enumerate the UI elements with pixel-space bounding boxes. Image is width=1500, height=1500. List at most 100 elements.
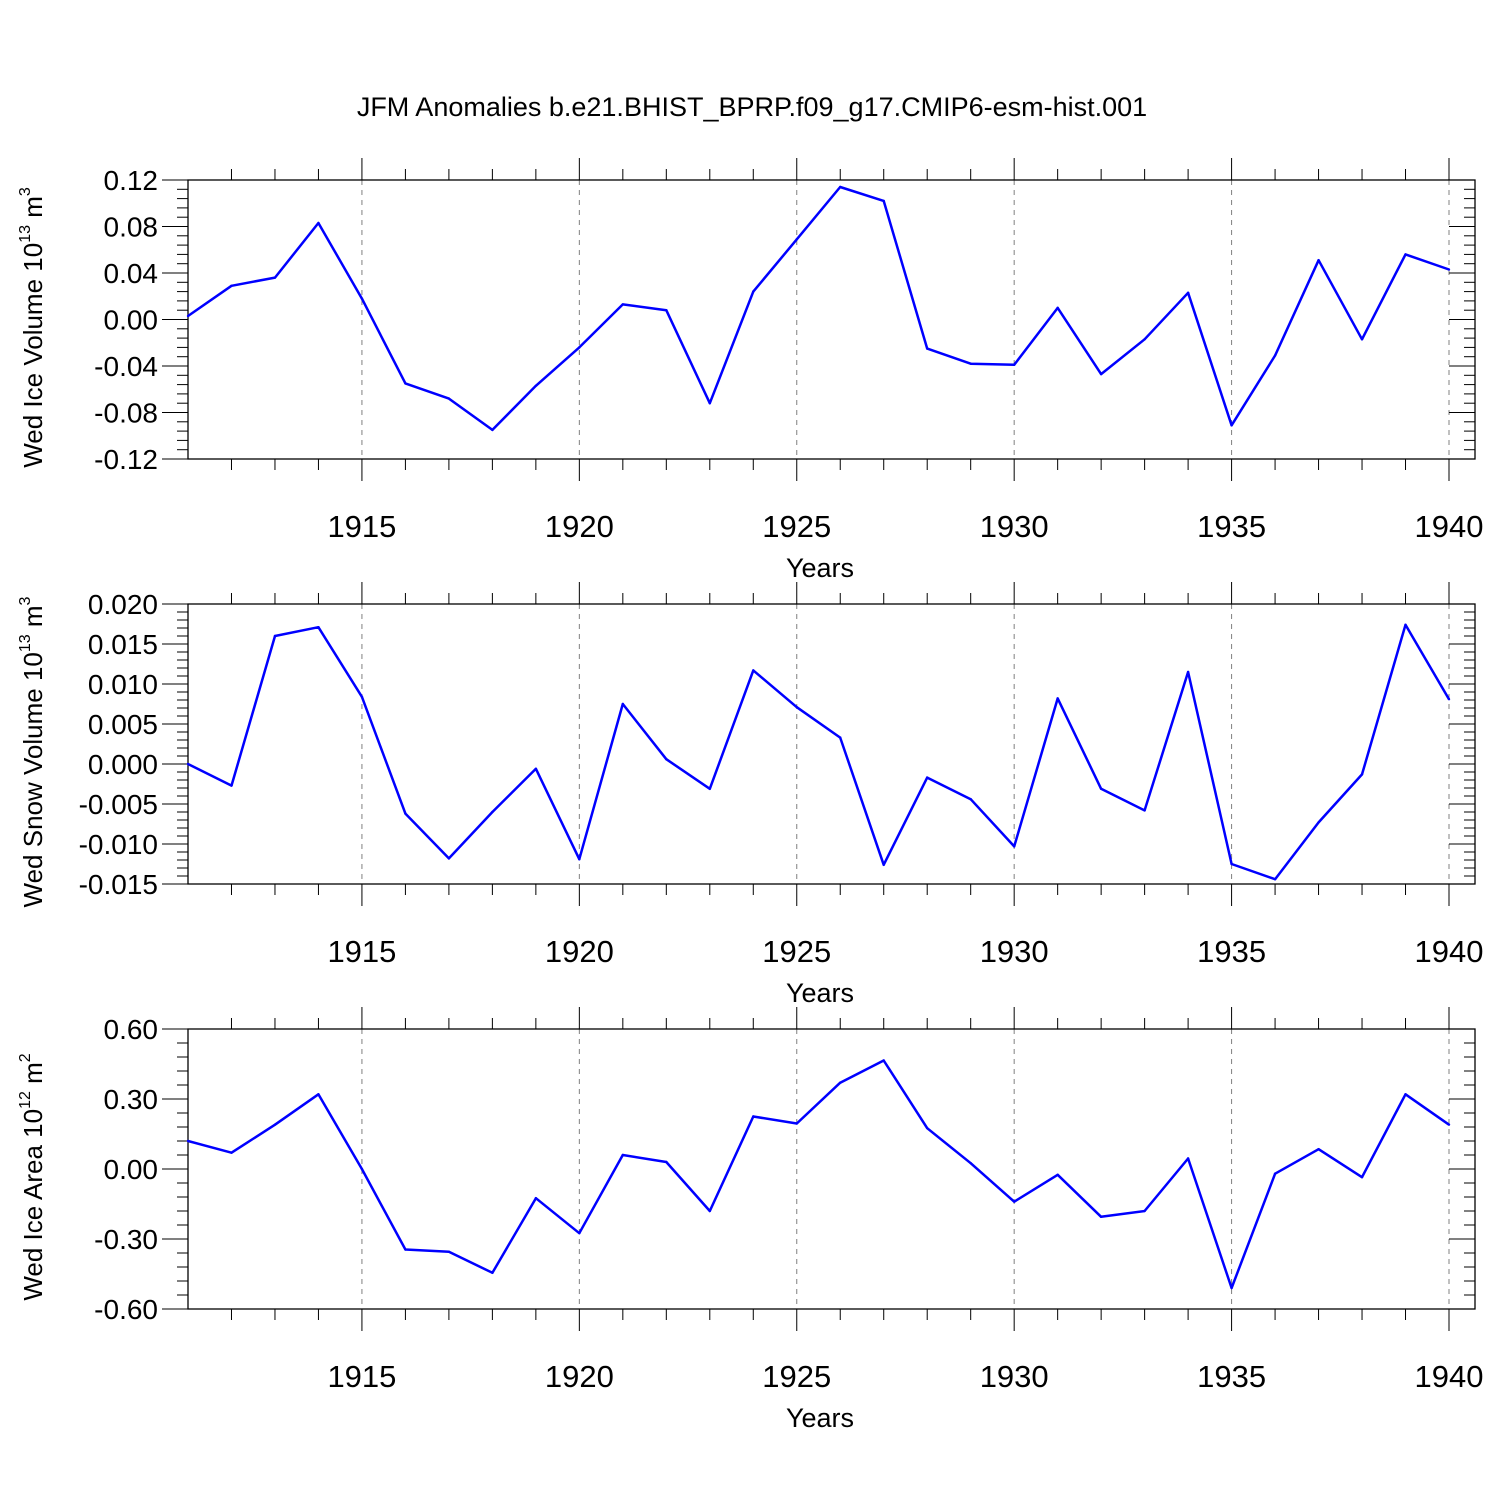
x-tick-label: 1935 [1197, 1359, 1266, 1394]
data-point [969, 1161, 972, 1165]
data-point [1012, 1200, 1016, 1203]
chart-title: JFM Anomalies b.e21.BHIST_BPRP.f09_g17.C… [357, 92, 1147, 122]
x-axis-label: Years [786, 553, 854, 583]
data-point [1012, 363, 1016, 367]
x-tick-label: 1935 [1197, 509, 1266, 544]
data-point [1056, 1173, 1059, 1177]
data-point [317, 1093, 320, 1096]
data-point [708, 787, 711, 790]
x-tick-label: 1925 [762, 934, 831, 969]
data-point [1099, 787, 1103, 790]
y-tick-label: -0.12 [94, 444, 158, 475]
data-point [795, 706, 798, 709]
data-point [665, 758, 668, 761]
plot-frame [187, 1028, 1476, 1310]
y-tick-label: 0.015 [88, 629, 158, 660]
plot-frame [187, 603, 1476, 885]
x-tick-label: 1920 [545, 509, 614, 544]
y-tick-label: 0.04 [104, 258, 159, 289]
y-tick-label: -0.015 [79, 869, 158, 900]
data-point [578, 1231, 581, 1235]
data-point [1186, 1157, 1190, 1160]
data-point [665, 1160, 668, 1164]
data-point [1099, 1215, 1103, 1219]
x-tick-label: 1940 [1415, 509, 1484, 544]
data-point [926, 1126, 929, 1130]
data-point [708, 1209, 711, 1213]
data-point [360, 297, 364, 300]
x-tick-label: 1925 [762, 509, 831, 544]
data-point [969, 798, 972, 801]
series-line-snow-volume [187, 623, 1451, 881]
data-point [1273, 1172, 1277, 1175]
data-point [534, 767, 538, 770]
data-point [1186, 670, 1190, 674]
data-point [230, 784, 233, 787]
x-tick-label: 1940 [1415, 934, 1484, 969]
data-point [1404, 253, 1407, 256]
data-point [882, 1059, 885, 1062]
data-point [795, 1122, 798, 1125]
data-point [273, 634, 277, 638]
data-point [839, 185, 842, 189]
data-point [969, 362, 972, 365]
data-point [447, 1250, 451, 1254]
series-line-ice-volume [187, 185, 1450, 432]
y-tick-label: 0.010 [88, 669, 158, 700]
y-tick-label: 0.08 [104, 212, 159, 243]
y-tick-label: 0.005 [88, 709, 158, 740]
data-point [1056, 697, 1059, 700]
data-point [1143, 338, 1146, 341]
data-point [186, 762, 190, 766]
data-point [1404, 1093, 1407, 1096]
data-point [1056, 306, 1059, 310]
data-point [491, 1271, 494, 1275]
y-tick-label: 0.60 [104, 1014, 159, 1045]
data-point [1273, 878, 1277, 881]
x-tick-label: 1925 [762, 1359, 831, 1394]
data-point [1317, 1147, 1320, 1151]
y-tick-label: -0.60 [94, 1294, 158, 1325]
data-point [1230, 862, 1233, 866]
data-point [839, 1081, 842, 1084]
x-tick-label: 1915 [327, 509, 396, 544]
data-point [795, 238, 798, 241]
data-point [839, 736, 842, 739]
data-point [1317, 259, 1320, 262]
data-point [447, 857, 451, 860]
data-point [926, 776, 929, 779]
data-point [621, 1153, 625, 1157]
data-point [1186, 291, 1190, 294]
data-point [534, 384, 538, 387]
data-point [360, 695, 364, 698]
data-point [752, 1115, 755, 1118]
data-point [273, 276, 277, 279]
x-tick-label: 1930 [980, 1359, 1049, 1394]
y-axis-label: Wed Ice Volume 1013 m3 [17, 187, 48, 468]
x-tick-label: 1915 [327, 934, 396, 969]
data-point [708, 402, 711, 405]
data-point [752, 669, 755, 672]
data-point [1230, 1286, 1233, 1290]
data-point [882, 199, 885, 203]
y-tick-label: -0.30 [94, 1224, 158, 1255]
data-point [360, 1167, 364, 1171]
data-point [447, 397, 451, 400]
data-point [1404, 623, 1407, 626]
data-point [926, 347, 929, 350]
x-tick-label: 1915 [327, 1359, 396, 1394]
x-tick-label: 1930 [980, 509, 1049, 544]
y-tick-label: 0.00 [104, 1154, 159, 1185]
x-tick-label: 1920 [545, 934, 614, 969]
data-point [1143, 1209, 1146, 1213]
data-point [317, 221, 320, 225]
y-tick-label: -0.04 [94, 351, 158, 382]
data-point [1447, 698, 1451, 701]
x-tick-label: 1935 [1197, 934, 1266, 969]
y-tick-label: 0.00 [104, 305, 159, 336]
panel-ice-volume: -0.12 -0.08 -0.04 0.00 0.04 0.08 0.12 1915 1920 1… [17, 158, 1483, 583]
data-point [882, 863, 885, 866]
data-point [621, 702, 625, 706]
y-tick-label: 0.000 [88, 749, 158, 780]
